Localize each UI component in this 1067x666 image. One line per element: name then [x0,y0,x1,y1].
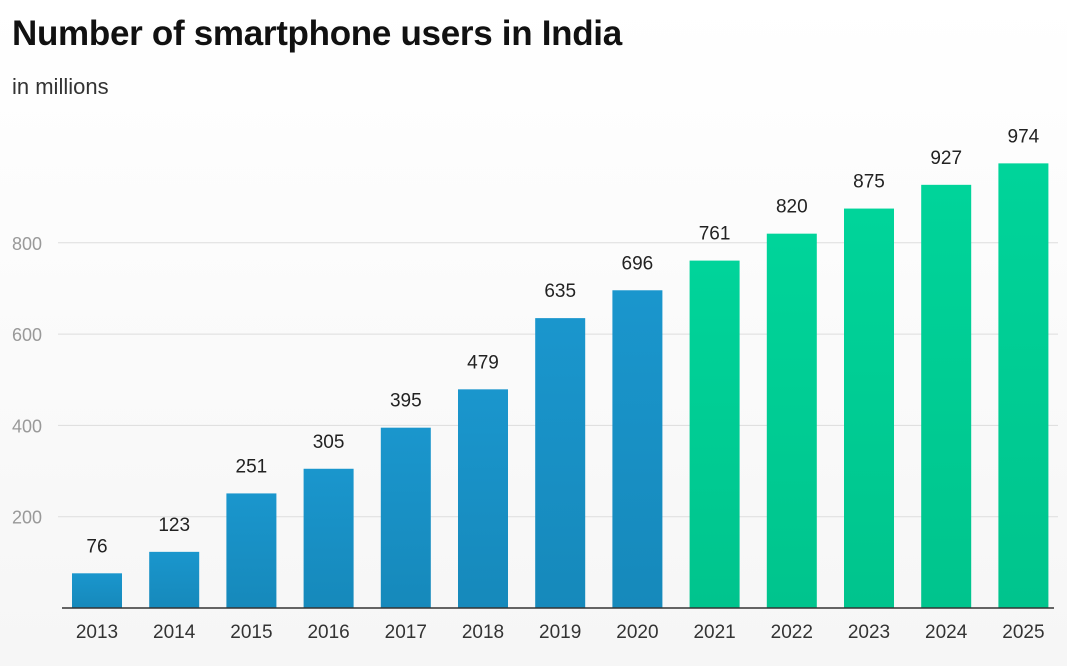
data-label-2015: 251 [236,456,268,477]
bar-2023 [844,208,894,608]
bar-2022 [766,233,817,609]
data-labels: 76 123 251 305 395 479 635 696 761 820 875 927 974 [86,126,1039,557]
x-axis: 2013 2014 2015 2016 2017 2018 2019 2020 2021 2022… [62,607,1054,643]
y-tick-label: 800 [12,234,42,254]
bar-2019 [535,318,586,608]
data-label-2022: 820 [776,197,808,218]
x-tick-label: 2021 [693,622,735,643]
x-tick-label: 2017 [385,622,427,643]
x-tick-label: 2013 [76,622,118,643]
x-tick-label: 2020 [616,622,658,643]
y-tick-label: 200 [12,508,42,528]
data-label-2024: 927 [930,148,962,169]
data-label-2019: 635 [544,281,576,302]
data-label-2018: 479 [467,352,499,373]
x-tick-label: 2015 [230,622,272,643]
bar-2017 [380,427,431,608]
bar-2015 [226,493,277,608]
data-label-2016: 305 [313,432,345,453]
chart-title: Number of smartphone users in India [12,14,622,53]
x-tick-label: 2016 [307,622,349,643]
data-label-2025: 974 [1008,126,1040,147]
bar-2020 [612,290,663,608]
bar-2016 [303,468,354,608]
y-tick-label: 400 [12,416,42,436]
y-axis: 200 400 600 800 [12,234,42,528]
x-tick-label: 2019 [539,622,581,643]
x-tick-label: 2025 [1002,622,1044,643]
data-label-2017: 395 [390,391,422,412]
y-tick-label: 600 [12,325,42,345]
chart-subtitle: in millions [12,74,109,99]
bars [72,163,1049,609]
bar-2014 [149,551,200,608]
bar-2025 [998,163,1049,608]
data-label-2023: 875 [853,172,885,193]
x-tick-label: 2024 [925,622,968,643]
data-label-2013: 76 [86,536,107,557]
data-label-2021: 761 [699,224,731,245]
x-tick-label: 2018 [462,622,504,643]
bar-2021 [689,260,740,608]
bar-2013 [72,573,122,608]
bar-2024 [921,184,972,608]
data-label-2014: 123 [158,515,190,536]
bar-2018 [458,389,508,608]
x-tick-label: 2014 [153,622,196,643]
data-label-2020: 696 [622,253,654,274]
x-tick-label: 2023 [848,622,890,643]
x-tick-label: 2022 [771,622,813,643]
